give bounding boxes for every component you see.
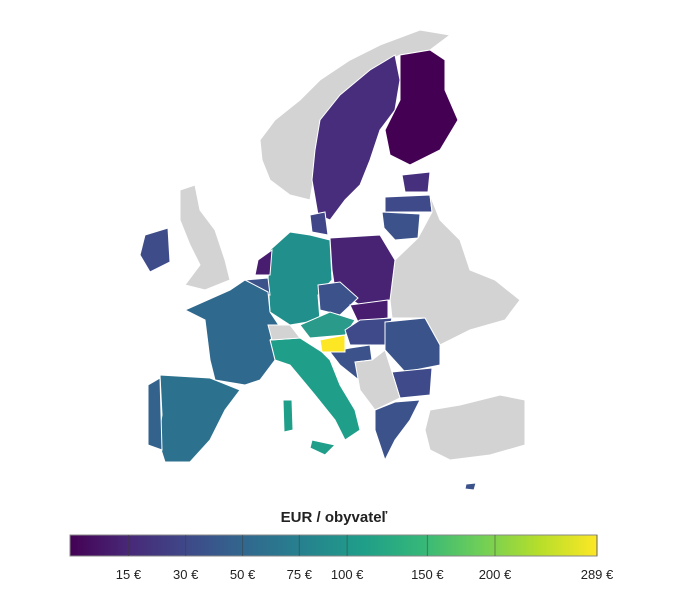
country xyxy=(179,184,231,291)
country xyxy=(381,211,421,241)
country xyxy=(147,377,163,451)
country xyxy=(384,49,459,166)
country xyxy=(319,334,346,353)
country xyxy=(309,439,337,456)
country xyxy=(139,227,171,273)
country xyxy=(384,194,433,213)
country xyxy=(282,399,294,433)
tick-label: 50 € xyxy=(230,567,256,582)
country xyxy=(374,399,421,462)
legend-title: EUR / obyvateľ xyxy=(281,509,388,526)
country xyxy=(267,324,301,341)
tick-label: 15 € xyxy=(116,567,142,582)
tick-label: 75 € xyxy=(287,567,313,582)
country xyxy=(464,482,477,491)
colorbar xyxy=(69,534,598,557)
country xyxy=(157,374,241,463)
tick-label: 289 € xyxy=(581,567,614,582)
map xyxy=(139,29,526,491)
tick-label: 100 € xyxy=(331,567,364,582)
country xyxy=(401,171,431,193)
country xyxy=(309,211,329,236)
tick-label: 200 € xyxy=(479,567,512,582)
tick-label: 30 € xyxy=(173,567,199,582)
country xyxy=(317,281,359,316)
tick-label: 150 € xyxy=(411,567,444,582)
country xyxy=(354,349,401,411)
country xyxy=(389,194,521,346)
country xyxy=(254,248,273,276)
country xyxy=(311,54,401,221)
country xyxy=(424,394,526,461)
country xyxy=(183,279,283,386)
